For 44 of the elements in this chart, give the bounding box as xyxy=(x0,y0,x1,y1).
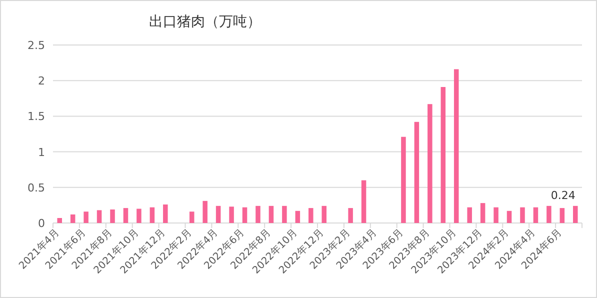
bar xyxy=(136,208,142,223)
bar xyxy=(229,206,234,223)
bar xyxy=(150,207,155,223)
bar xyxy=(123,208,128,223)
bar xyxy=(428,104,432,223)
y-tick-label: 0.5 xyxy=(28,181,45,194)
bar xyxy=(414,122,420,223)
y-tick-label: 1.5 xyxy=(28,110,45,124)
bar xyxy=(573,206,578,223)
bar xyxy=(348,208,353,223)
bar xyxy=(494,207,498,223)
bar xyxy=(361,180,366,223)
bar xyxy=(295,210,300,223)
bar xyxy=(110,209,115,223)
y-tick-label: 1 xyxy=(38,146,45,159)
bar xyxy=(242,207,248,223)
chart-title: 出口猪肉（万吨） xyxy=(149,14,261,30)
bar xyxy=(57,218,62,223)
bar xyxy=(440,87,446,223)
bar xyxy=(560,208,565,223)
bar xyxy=(533,207,538,223)
bar xyxy=(70,214,76,223)
y-tick-label: 2 xyxy=(38,74,45,88)
bar xyxy=(546,206,552,223)
bar xyxy=(163,204,168,223)
bar xyxy=(84,212,88,223)
bar xyxy=(268,206,274,223)
data-label: 0.24 xyxy=(550,188,576,202)
bar xyxy=(189,212,194,223)
bar xyxy=(401,136,406,223)
bar xyxy=(520,207,525,223)
bar xyxy=(202,200,208,223)
bar xyxy=(454,69,459,223)
bar xyxy=(216,206,221,223)
bar xyxy=(256,206,260,223)
y-tick-label: 2.5 xyxy=(28,39,45,52)
y-tick-label: 0 xyxy=(38,217,45,230)
bar xyxy=(480,203,486,223)
bar xyxy=(467,207,472,223)
bar xyxy=(282,206,287,223)
bar xyxy=(96,210,102,223)
bar xyxy=(308,208,314,223)
bar xyxy=(506,210,512,223)
bar xyxy=(322,206,326,223)
